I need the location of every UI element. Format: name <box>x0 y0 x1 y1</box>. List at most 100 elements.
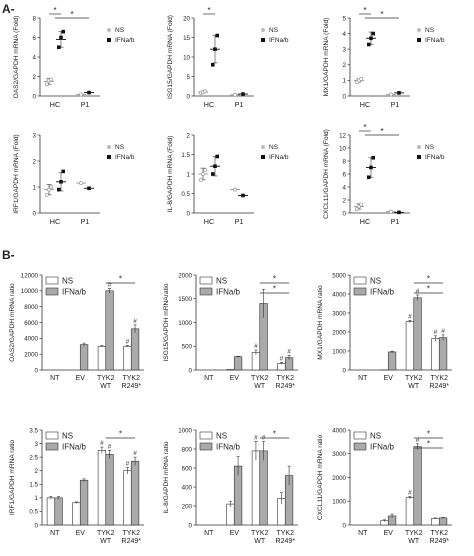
bar <box>226 503 235 526</box>
data-point <box>201 172 205 176</box>
y-tick-label: 0 <box>343 93 347 100</box>
data-point <box>59 180 63 184</box>
y-tick-label: 0 <box>343 367 347 374</box>
hash-mark: # <box>108 443 112 450</box>
x-tick-label: P1 <box>235 217 244 226</box>
data-point <box>215 154 219 159</box>
x-tick-label: WT <box>254 538 266 545</box>
bar <box>405 321 415 371</box>
y-tick-label: 2000 <box>332 475 346 482</box>
y-tick-label: 8 <box>33 15 37 22</box>
x-tick-label: HC <box>204 100 214 109</box>
legend-marker <box>261 38 265 42</box>
data-point <box>397 91 401 95</box>
x-tick-label: R249* <box>430 383 450 390</box>
y-tick-label: 5 <box>187 74 191 81</box>
y-tick-label: 600 <box>182 465 193 472</box>
legend-label: NS <box>269 27 279 34</box>
panel-label-a: A- <box>2 2 15 16</box>
y-tick-label: 20 <box>183 15 190 22</box>
y-tick-label: 2000 <box>24 351 38 358</box>
data-point <box>389 209 393 214</box>
legend-swatch <box>353 287 367 296</box>
hash-mark: # <box>100 440 104 447</box>
y-tick-label: 3 <box>35 441 39 448</box>
significance-star: * <box>273 275 276 284</box>
bar <box>105 290 114 371</box>
data-point <box>44 192 49 197</box>
significance-star: * <box>273 285 276 294</box>
x-tick-label: EV <box>384 375 394 382</box>
data-point <box>59 35 63 40</box>
legend-swatch <box>199 287 213 296</box>
y-tick-label: 1000 <box>178 427 192 434</box>
y-tick-label: 1 <box>343 78 347 85</box>
bar <box>277 363 286 371</box>
bar <box>259 450 268 526</box>
data-point <box>397 210 401 215</box>
significance-star: * <box>427 285 430 294</box>
bar <box>405 497 415 526</box>
x-tick-label: P1 <box>391 100 400 109</box>
y-tick-label: 6 <box>343 171 347 178</box>
bar-chart-9: 0 0.5 1 1.5 2 2.5 3 3.5 IRF1/GAPDH mRNA ratio NT E… <box>9 427 144 545</box>
x-tick-label: TYK2 <box>251 375 269 382</box>
y-tick-label: 2 <box>343 197 347 204</box>
y-tick-label: 4 <box>33 54 37 61</box>
legend-label: NS <box>62 277 73 286</box>
x-tick-label: NT <box>50 530 60 537</box>
y-tick-label: 0.5 <box>181 191 190 198</box>
y-axis-label: MX1/GAPDH mRNA ratio <box>317 285 324 360</box>
x-tick-label: TYK2 <box>405 375 423 382</box>
data-point <box>369 165 373 170</box>
data-point <box>354 207 359 212</box>
y-tick-label: 4 <box>343 31 347 38</box>
y-tick-label: 0.5 <box>29 509 38 516</box>
legend-label: IFNa/b <box>370 288 395 297</box>
legend-marker <box>417 145 421 149</box>
y-tick-label: 2 <box>33 158 37 165</box>
y-tick-label: 0 <box>33 93 37 100</box>
y-tick-label: 2000 <box>178 272 192 279</box>
data-point <box>233 187 237 192</box>
bar-chart-6: 0 2000 4000 6000 8000 10000 12000 OAS2/GAPDH mR… <box>9 272 144 390</box>
significance-star: * <box>363 6 366 15</box>
scatter-chart-5: 0 2 4 6 8 10 12 CXCL11/GAPDH mRNA (Fold) HC P1 NS I… <box>323 123 445 226</box>
y-tick-label: 3000 <box>332 310 346 317</box>
legend-label: NS <box>62 432 73 441</box>
x-tick-label: TYK2 <box>276 375 294 382</box>
hash-mark: # <box>441 328 445 335</box>
legend-swatch <box>45 442 59 451</box>
legend-label: NS <box>216 277 227 286</box>
x-tick-label: WT <box>408 383 420 390</box>
scatter-chart-1: 0 5 10 15 20 ISG15/GAPDH mRNA (Fold) HC P1 NS IFN… <box>167 6 289 109</box>
legend-marker <box>261 145 265 149</box>
legend-label: IFNa/b <box>269 37 289 44</box>
data-point <box>367 175 371 180</box>
hash-mark: # <box>108 281 112 288</box>
x-tick-label: HC <box>204 217 214 226</box>
x-tick-label: WT <box>100 383 112 390</box>
data-point <box>61 169 65 174</box>
data-point <box>47 187 51 192</box>
legend-label: IFNa/b <box>62 288 87 297</box>
x-tick-label: TYK2 <box>97 530 115 537</box>
legend-label: IFNa/b <box>370 443 395 452</box>
panel-label-b: B- <box>2 248 15 262</box>
hash-mark: # <box>416 288 420 295</box>
legend-label: IFNa/b <box>425 37 445 44</box>
legend-swatch <box>353 442 367 451</box>
y-tick-label: 4000 <box>332 427 346 434</box>
y-axis-label: CXCL11/GAPDH mRNA (Fold) <box>323 129 330 219</box>
y-axis-label: OAS2/GAPDH mRNA ratio <box>9 283 16 362</box>
legend-label: IFNa/b <box>62 443 87 452</box>
bar <box>123 345 132 371</box>
y-tick-label: 1000 <box>332 348 346 355</box>
x-tick-label: TYK2 <box>276 530 294 537</box>
hash-mark: # <box>133 450 137 457</box>
bar <box>72 502 81 526</box>
bar <box>413 446 422 526</box>
bar-chart-7: 0 500 1000 1500 2000 ISG15/GAPDH mRNAratio NT E… <box>163 272 298 390</box>
legend-marker <box>261 28 265 32</box>
